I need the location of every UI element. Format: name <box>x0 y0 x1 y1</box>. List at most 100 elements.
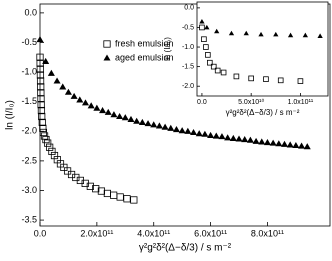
y-axis-title: ln (I/I₀) <box>163 37 172 61</box>
triangle-marker <box>190 128 198 136</box>
triangle-marker <box>81 99 90 106</box>
triangle-marker <box>224 134 232 141</box>
square-marker <box>36 53 44 61</box>
y-tick-label: -1.5 <box>182 63 194 70</box>
triangle-marker <box>161 123 169 130</box>
plot-frame <box>196 1 329 97</box>
square-marker <box>205 52 211 58</box>
triangle-marker <box>287 32 294 38</box>
square-marker <box>203 44 209 50</box>
square-marker <box>130 196 138 204</box>
square-marker <box>97 187 106 195</box>
triangle-marker <box>207 131 215 138</box>
triangle-marker <box>99 107 107 114</box>
square-marker <box>199 24 205 31</box>
square-marker <box>38 112 46 121</box>
y-tick-label: 0.0 <box>184 5 194 12</box>
triangle-marker <box>275 140 283 147</box>
triangle-marker <box>228 30 235 36</box>
y-tick-label: -2.0 <box>182 83 194 90</box>
square-marker <box>103 189 111 198</box>
triangle-marker <box>195 130 203 137</box>
square-marker <box>248 75 254 82</box>
triangle-marker <box>121 114 129 121</box>
square-marker <box>46 143 54 151</box>
triangle-marker <box>204 24 210 30</box>
triangle-marker <box>103 54 111 61</box>
y-tick-label: -2.0 <box>21 126 37 136</box>
triangle-marker <box>70 92 78 99</box>
triangle-marker <box>252 137 260 144</box>
inset-plot: 0.0 -0.5 -1.0 -1.5 -2.0 0.0 5.0x10¹⁰ 1.0x10¹¹ γ²… <box>163 1 329 117</box>
square-marker <box>37 106 46 115</box>
square-marker <box>103 40 111 48</box>
triangle-marker <box>214 28 220 34</box>
triangle-marker <box>218 133 226 140</box>
triangle-marker <box>292 141 300 149</box>
triangle-marker <box>302 32 308 38</box>
y-tick-label: -3.5 <box>21 214 37 224</box>
legend-label: aged emulsion <box>115 52 174 62</box>
square-marker <box>201 36 207 43</box>
square-marker <box>38 118 46 126</box>
triangle-marker <box>235 135 243 142</box>
triangle-marker <box>269 139 277 146</box>
triangle-marker <box>110 111 118 118</box>
triangle-marker <box>241 136 249 143</box>
y-tick-label: -1.0 <box>21 66 37 76</box>
triangle-marker <box>243 30 249 36</box>
triangle-marker <box>303 143 311 150</box>
triangle-marker <box>42 57 50 64</box>
triangle-marker <box>76 96 84 103</box>
square-marker <box>220 69 227 76</box>
triangle-marker <box>246 136 254 143</box>
y-tick-label: -1.0 <box>182 44 194 51</box>
triangle-marker <box>36 36 44 43</box>
square-marker <box>263 76 269 82</box>
triangle-marker <box>53 77 61 84</box>
triangle-marker <box>150 121 158 128</box>
triangle-marker <box>104 108 112 115</box>
inset-background <box>197 2 328 96</box>
legend-label: fresh emulsion <box>115 38 174 48</box>
x-tick-label: 1.0x10¹¹ <box>288 99 314 106</box>
triangle-marker <box>184 127 192 134</box>
square-marker <box>92 185 100 193</box>
square-marker <box>110 191 118 199</box>
triangle-marker <box>178 127 186 134</box>
triangle-marker <box>47 69 55 76</box>
x-tick-label: 4.0x10¹¹ <box>137 228 170 238</box>
square-marker <box>210 63 217 70</box>
triangle-marker <box>258 138 266 145</box>
triangle-marker <box>93 104 101 111</box>
square-marker <box>207 59 213 66</box>
x-tick-label: 8.0x10¹¹ <box>251 228 284 238</box>
triangle-marker <box>87 102 95 109</box>
y-tick-label: -0.5 <box>182 24 194 31</box>
y-tick-label: 0.0 <box>24 7 37 17</box>
triangle-marker <box>201 130 209 137</box>
triangle-marker <box>144 120 152 127</box>
square-marker <box>277 77 284 84</box>
square-marker <box>48 147 56 156</box>
x-axis-title: γ²g²δ²(Δ−δ/3) / s m⁻² <box>139 243 232 254</box>
y-tick-label: -3.0 <box>21 185 37 195</box>
plot-frame <box>39 3 331 227</box>
x-tick-label: 2.0x10¹¹ <box>80 228 113 238</box>
triangle-marker <box>258 31 264 37</box>
triangle-marker <box>116 112 124 120</box>
triangle-marker <box>229 134 237 141</box>
triangle-marker <box>133 117 141 124</box>
triangle-marker <box>138 118 146 125</box>
square-marker <box>233 73 240 80</box>
triangle-marker <box>167 124 175 131</box>
square-marker <box>36 71 45 79</box>
square-marker <box>86 182 94 190</box>
x-axis-title: γ²g²δ²(Δ−δ/3) / s m⁻² <box>226 108 300 117</box>
triangle-marker <box>212 132 220 139</box>
triangle-marker <box>199 18 205 24</box>
x-tick-label: 0.0 <box>34 228 47 238</box>
x-tick-label: 5.0x10¹⁰ <box>238 98 264 106</box>
